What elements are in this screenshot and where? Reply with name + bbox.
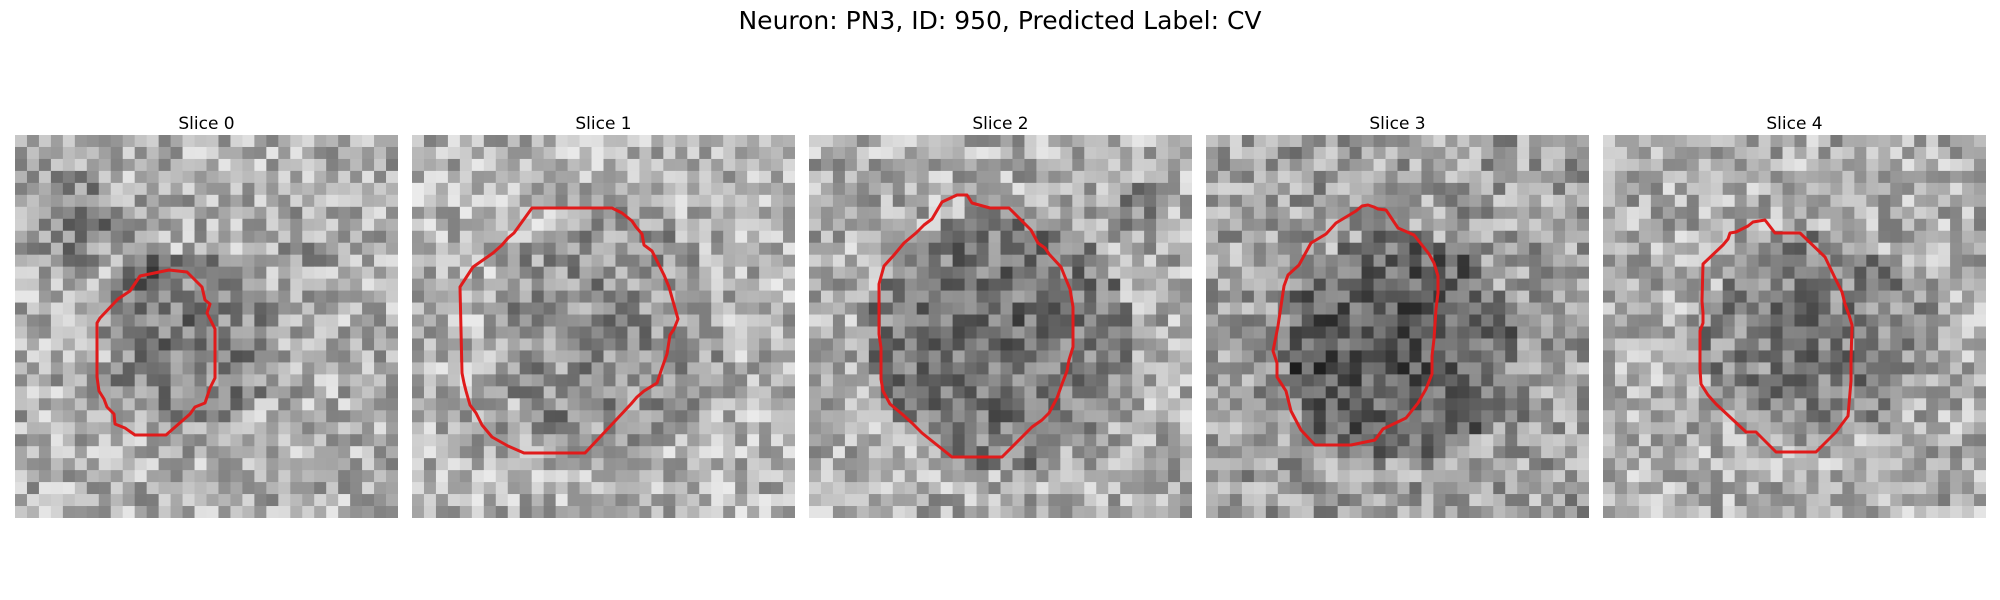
segmentation-contour [877, 193, 1075, 459]
slice-title: Slice 3 [1369, 114, 1426, 134]
slice-title: Slice 1 [575, 114, 632, 134]
slice-image [1603, 135, 1986, 518]
slice-title: Slice 0 [178, 114, 235, 134]
segmentation-contour [458, 206, 680, 455]
segmentation-contour [95, 268, 217, 437]
slice-title: Slice 2 [972, 114, 1029, 134]
slice-image [809, 135, 1192, 518]
slice-image [1206, 135, 1589, 518]
segmentation-contour [1698, 218, 1854, 454]
slice-image [15, 135, 398, 518]
segmentation-contour [1271, 203, 1440, 447]
slice-image [412, 135, 795, 518]
slice-title: Slice 4 [1766, 114, 1823, 134]
figure-title: Neuron: PN3, ID: 950, Predicted Label: C… [738, 6, 1262, 35]
